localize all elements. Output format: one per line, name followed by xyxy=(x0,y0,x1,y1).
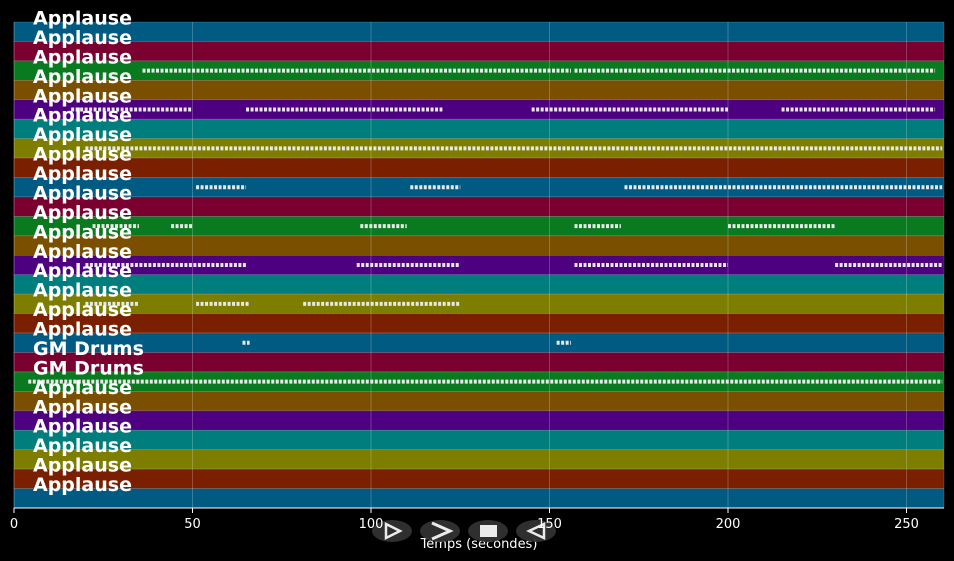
track-label: Applause xyxy=(33,241,132,263)
track-label: Applause xyxy=(33,280,132,302)
track-band xyxy=(13,274,945,295)
forward-button[interactable] xyxy=(420,520,460,542)
track-label: Applause xyxy=(33,46,132,68)
track-label: Applause xyxy=(33,260,132,282)
track-band xyxy=(13,449,945,470)
track-band xyxy=(13,468,945,489)
track-band xyxy=(13,235,945,256)
track-label: Applause xyxy=(33,66,132,88)
forward-icon xyxy=(431,521,454,541)
track-label: Applause xyxy=(33,416,132,438)
track-label: Applause xyxy=(33,182,132,204)
track-band xyxy=(13,80,945,101)
track-label: Applause xyxy=(33,455,132,477)
track-band xyxy=(13,293,945,314)
track-label: Applause xyxy=(33,202,132,224)
stop-icon xyxy=(480,525,497,537)
x-tick-label: 200 xyxy=(716,517,741,532)
track-label: Applause xyxy=(33,27,132,49)
track-label: Applause xyxy=(33,435,132,457)
x-tick-label: 0 xyxy=(10,517,18,532)
back-icon xyxy=(526,522,546,540)
track-band xyxy=(13,41,945,62)
track-label: Applause xyxy=(33,221,132,243)
track-band xyxy=(13,488,945,509)
track-label: GM Drums xyxy=(33,338,144,360)
track-band xyxy=(13,216,945,237)
x-tick-label: 50 xyxy=(184,517,201,532)
track-label: Applause xyxy=(33,377,132,399)
track-label: Applause xyxy=(33,299,132,321)
x-tick-label: 250 xyxy=(894,517,919,532)
track-label: GM Drums xyxy=(33,357,144,379)
track-band xyxy=(13,410,945,431)
playback-controls xyxy=(372,520,556,542)
track-band xyxy=(13,429,945,450)
track-label: Applause xyxy=(33,124,132,146)
x-tick-label: 150 xyxy=(537,517,562,532)
track-label: Applause xyxy=(33,474,132,496)
track-label: Applause xyxy=(33,85,132,107)
track-band xyxy=(13,21,945,42)
track-band xyxy=(13,196,945,217)
play-button[interactable] xyxy=(372,520,412,542)
track-label: Applause xyxy=(33,144,132,166)
track-band xyxy=(13,118,945,139)
back-button[interactable] xyxy=(516,520,556,542)
track-band xyxy=(13,332,945,353)
track-label: Applause xyxy=(33,8,132,30)
track-label: Applause xyxy=(33,163,132,185)
track-band xyxy=(13,352,945,373)
track-band xyxy=(13,157,945,178)
track-band xyxy=(13,391,945,412)
play-icon xyxy=(384,521,403,541)
track-label: Applause xyxy=(33,319,132,341)
track-label: Applause xyxy=(33,105,132,127)
track-label: Applause xyxy=(33,396,132,418)
x-tick-label: 100 xyxy=(359,517,384,532)
track-band xyxy=(13,313,945,334)
